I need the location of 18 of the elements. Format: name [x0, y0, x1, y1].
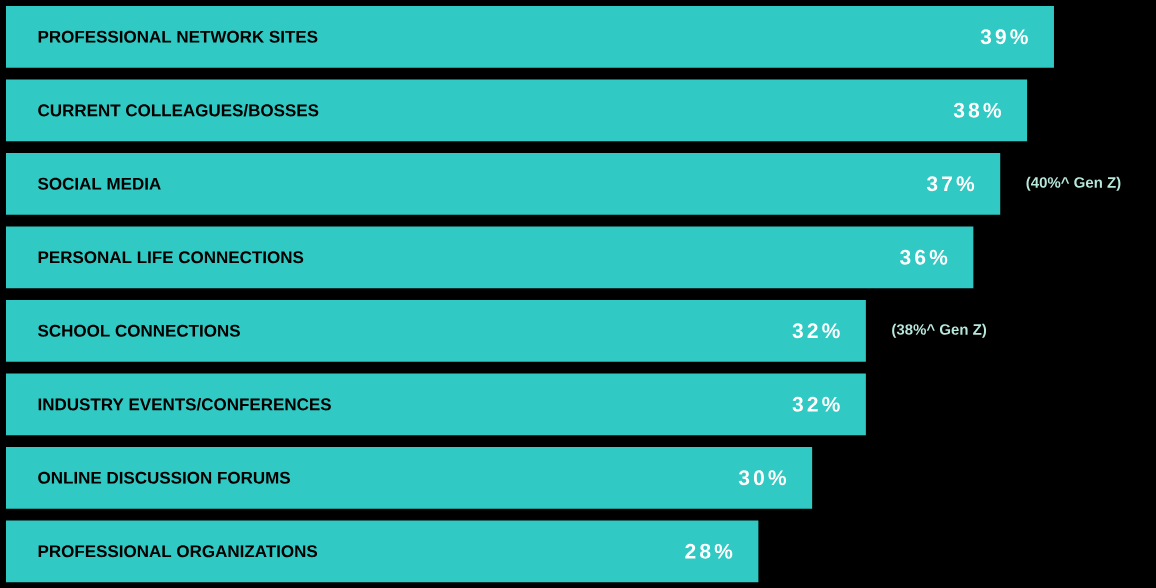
y-tick-label: PROFESSIONAL NETWORK SITES	[38, 30, 318, 43]
y-tick-label: CURRENT COLLEAGUES/BOSSES	[38, 103, 319, 117]
annotation: (40%^ Gen Z)	[1026, 176, 1121, 191]
y-tick-label: SCHOOL CONNECTIONS	[38, 324, 240, 337]
y-tick-label: PERSONAL LIFE CONNECTIONS	[38, 251, 304, 264]
data-label: 32%	[792, 396, 840, 412]
annotation: (38%^ Gen Z)	[892, 323, 987, 338]
data-label: 32%	[792, 323, 840, 339]
data-label: 39%	[980, 29, 1028, 45]
y-tick-label: SOCIAL MEDIA	[38, 177, 161, 190]
data-label: 28%	[685, 543, 733, 559]
y-tick-label: ONLINE DISCUSSION FORUMS	[38, 471, 290, 484]
y-tick-label: PROFESSIONAL ORGANIZATIONS	[38, 545, 318, 558]
data-label: 36%	[899, 249, 948, 265]
data-label: 38%	[953, 102, 1002, 118]
data-label: 30%	[738, 470, 787, 486]
y-tick-label: INDUSTRY EVENTS/CONFERENCES	[38, 397, 331, 411]
data-label: 37%	[926, 176, 975, 192]
